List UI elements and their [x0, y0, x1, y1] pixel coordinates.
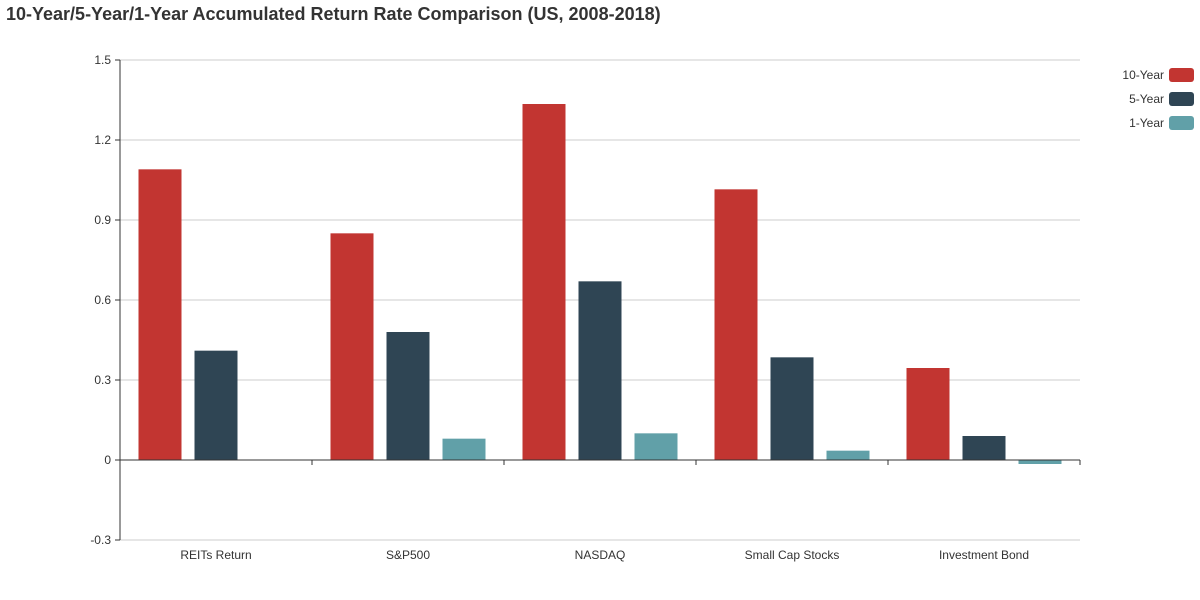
bar-5-year-1: [386, 332, 430, 460]
legend-swatch: [1169, 68, 1194, 82]
legend-item[interactable]: 5-Year: [1122, 87, 1194, 111]
legend-item[interactable]: 10-Year: [1122, 63, 1194, 87]
bar-10-year-0: [138, 169, 182, 461]
x-tick-label: Investment Bond: [939, 548, 1029, 562]
y-tick-label: 0: [104, 453, 111, 467]
x-tick-label: Small Cap Stocks: [745, 548, 840, 562]
bar-1-year-2: [634, 433, 678, 460]
legend: 10-Year 5-Year 1-Year: [1122, 63, 1194, 135]
bar-5-year-0: [194, 350, 238, 460]
legend-label: 10-Year: [1122, 68, 1164, 82]
bar-5-year-4: [962, 436, 1006, 460]
bar-1-year-3: [826, 450, 870, 460]
x-tick-label: REITs Return: [180, 548, 251, 562]
legend-swatch: [1169, 92, 1194, 106]
x-tick-label: S&P500: [386, 548, 430, 562]
bar-10-year-3: [714, 189, 758, 461]
bar-5-year-3: [770, 357, 814, 460]
y-tick-label: 0.3: [94, 373, 111, 387]
chart-title: 10-Year/5-Year/1-Year Accumulated Return…: [6, 4, 661, 24]
y-tick-label: 0.9: [94, 213, 111, 227]
bar-10-year-2: [522, 104, 566, 460]
x-tick-label: NASDAQ: [575, 548, 626, 562]
legend-swatch: [1169, 116, 1194, 130]
legend-item[interactable]: 1-Year: [1122, 111, 1194, 135]
y-tick-label: 1.5: [94, 53, 111, 67]
bar-1-year-4: [1018, 460, 1062, 464]
y-tick-label: 0.6: [94, 293, 111, 307]
bar-1-year-1: [442, 438, 486, 460]
legend-label: 5-Year: [1129, 92, 1164, 106]
bars: [138, 104, 1062, 464]
bar-5-year-2: [578, 281, 622, 460]
bar-10-year-4: [906, 368, 950, 460]
bar-10-year-1: [330, 233, 374, 460]
legend-label: 1-Year: [1129, 116, 1164, 130]
axes: -0.3 0 0.3 0.6 0.9 1.2 1.5 REITs Return S&P500 NA…: [90, 53, 1081, 562]
y-tick-label: 1.2: [94, 133, 111, 147]
y-tick-label: -0.3: [90, 533, 111, 547]
